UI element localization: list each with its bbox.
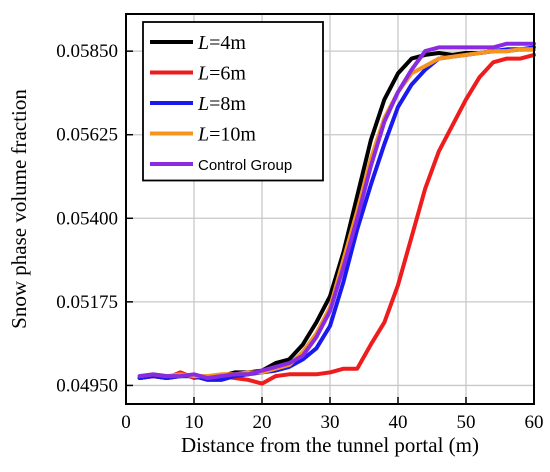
x-tick-label: 40: [389, 412, 408, 433]
legend-label: L=10m: [197, 124, 256, 146]
tick-labels: 0 10 20 30 40 50 60 0.04950 0.05175 0.05400 0.0562…: [56, 41, 543, 433]
y-tick-label: 0.04950: [56, 375, 118, 396]
series-layer: [137, 41, 536, 386]
y-tick-label: 0.05625: [56, 125, 118, 146]
y-tick-label: 0.05175: [56, 292, 118, 313]
legend-label: L=4m: [197, 32, 246, 54]
x-tick-label: 60: [525, 412, 544, 433]
legend-label-rest: =10m: [209, 124, 256, 146]
legend-label-rest: =8m: [209, 93, 246, 115]
x-axis-title: Distance from the tunnel portal (m): [181, 433, 479, 457]
legend-label-italic: L: [197, 32, 209, 54]
series-line-4: [137, 41, 536, 380]
legend-label-rest: =4m: [209, 32, 246, 54]
x-tick-label: 20: [253, 412, 272, 433]
legend-label-italic: L: [197, 63, 209, 85]
legend-label: Control Group: [198, 157, 292, 174]
y-tick-label: 0.05400: [56, 208, 118, 229]
legend-label: L=6m: [197, 63, 246, 85]
legend-label-italic: L: [197, 93, 209, 115]
x-tick-label: 30: [321, 412, 340, 433]
x-tick-label: 10: [185, 412, 204, 433]
x-tick-label: 50: [457, 412, 476, 433]
y-tick-label: 0.05850: [56, 41, 118, 62]
axis-ticks: [125, 50, 535, 404]
legend-label: L=8m: [197, 93, 246, 115]
y-axis-title: Snow phase volume fraction: [7, 89, 31, 329]
legend-label-italic: L: [197, 124, 209, 146]
legend-label-rest: =6m: [209, 63, 246, 85]
x-tick-label: 0: [121, 412, 131, 433]
